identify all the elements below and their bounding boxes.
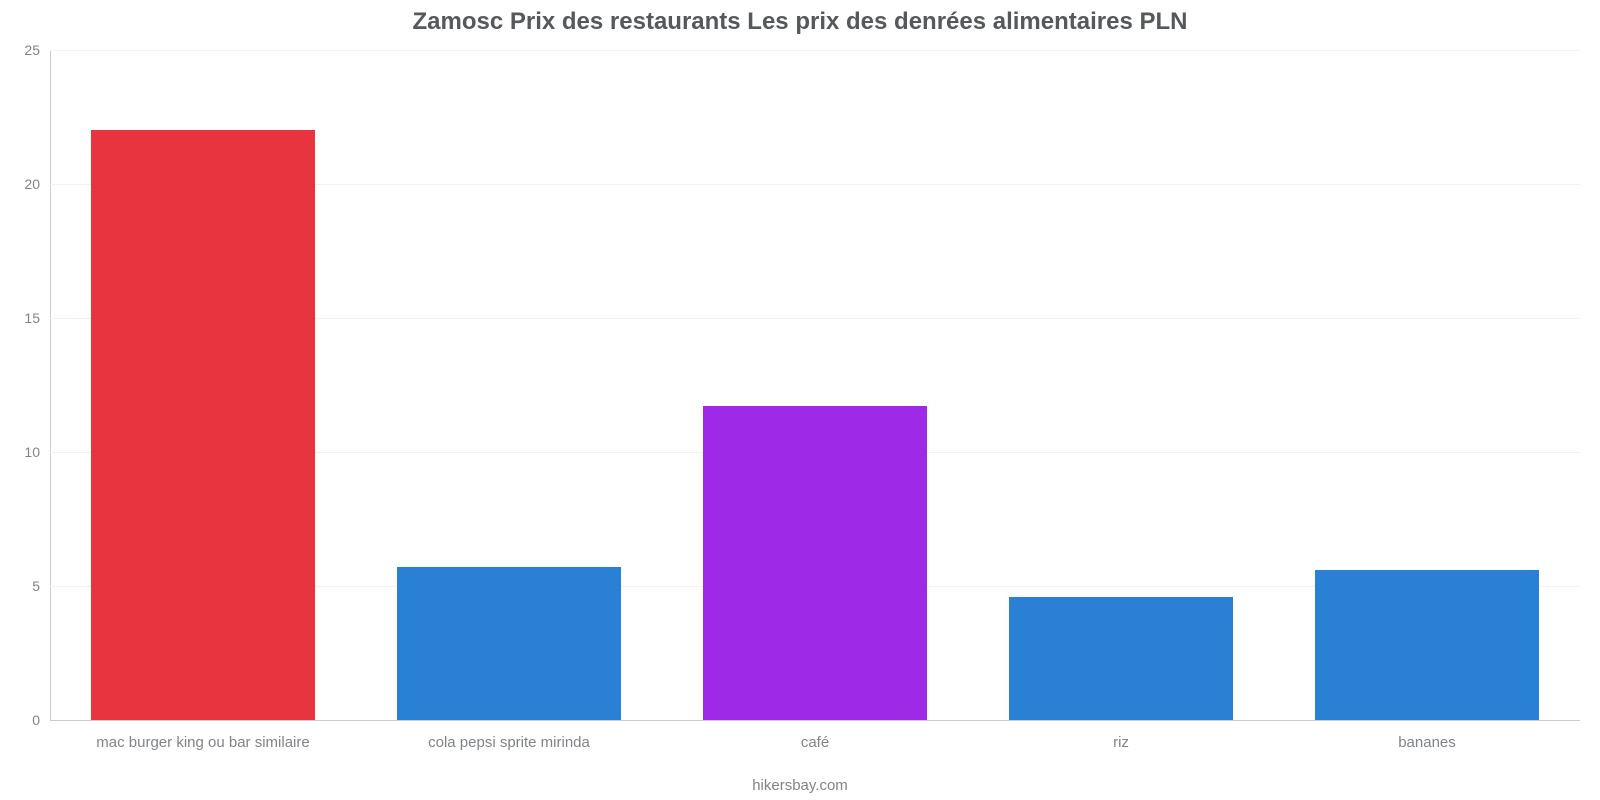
x-tick-label: café <box>662 720 968 751</box>
bars-container: PLN 22mac burger king ou bar similairePL… <box>50 50 1580 720</box>
bar <box>91 130 314 720</box>
bar-slot: PLN 4.6riz <box>968 50 1274 720</box>
bar <box>1315 570 1538 720</box>
y-tick-label: 5 <box>32 578 50 594</box>
bar-slot: PLN 22mac burger king ou bar similaire <box>50 50 356 720</box>
y-tick-label: 0 <box>32 712 50 728</box>
bar <box>703 406 926 720</box>
y-tick-label: 20 <box>24 176 50 192</box>
x-tick-label: cola pepsi sprite mirinda <box>356 720 662 751</box>
bar-slot: PLN 12café <box>662 50 968 720</box>
plot-area: 0510152025 PLN 22mac burger king ou bar … <box>50 50 1580 720</box>
chart-title: Zamosc Prix des restaurants Les prix des… <box>0 8 1600 36</box>
y-tick-label: 10 <box>24 444 50 460</box>
bar-slot: PLN 5.6bananes <box>1274 50 1580 720</box>
x-tick-label: mac burger king ou bar similaire <box>50 720 356 751</box>
bar <box>397 567 620 720</box>
y-tick-label: 25 <box>24 42 50 58</box>
x-tick-label: bananes <box>1274 720 1580 751</box>
bar-slot: PLN 5.7cola pepsi sprite mirinda <box>356 50 662 720</box>
y-tick-label: 15 <box>24 310 50 326</box>
bar <box>1009 597 1232 720</box>
x-tick-label: riz <box>968 720 1274 751</box>
price-bar-chart: Zamosc Prix des restaurants Les prix des… <box>0 0 1600 800</box>
attribution-text: hikersbay.com <box>0 777 1600 794</box>
